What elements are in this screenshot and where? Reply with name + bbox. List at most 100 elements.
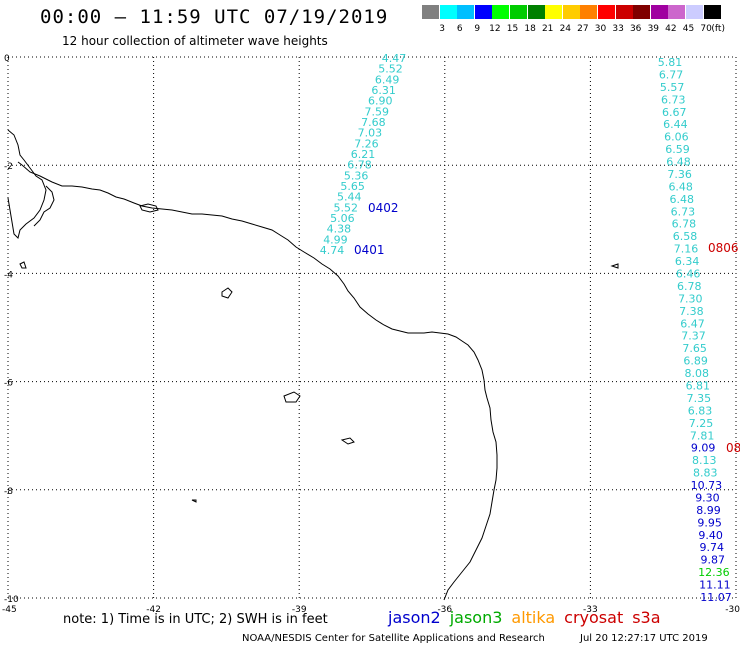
color-scale-label: 21 [541,24,554,34]
wave-height-value: 6.73 [671,205,696,218]
wave-height-value: 9.95 [697,516,722,529]
wave-height-value: 6.44 [663,118,688,131]
wave-height-value: 4.99 [323,233,348,246]
wave-height-value: 7.65 [682,342,707,355]
color-scale-label: 27 [577,24,589,34]
x-tick-label: -45 [2,605,17,615]
color-scale-label: 24 [559,24,572,34]
wave-height-value: 8.08 [684,367,709,380]
color-swatch [668,5,686,19]
wave-height-value: 8.99 [696,504,721,517]
color-scale-label: 6 [456,24,463,34]
wave-height-value: 6.81 [686,379,711,392]
y-tick-label: -8 [4,487,13,497]
wave-height-value: 6.47 [680,317,705,330]
y-tick-label: 0 [4,54,10,64]
wave-height-value: 6.06 [664,131,689,144]
wave-height-value: 4.74 [320,244,345,257]
coastline-inlet [33,185,55,227]
color-swatch [457,5,475,19]
wave-height-value: 9.30 [695,491,720,504]
wave-height-value: 4.47 [382,52,407,65]
wave-height-value: 8.83 [693,467,718,480]
island-6 [19,261,27,269]
color-scale-label: 33 [612,24,624,34]
color-swatch [650,5,668,19]
wave-height-value: 7.59 [365,105,390,118]
pass-time-label: 0402 [368,201,399,215]
wave-height-value: 5.36 [344,169,369,182]
wave-height-value: 8.13 [692,454,717,467]
wave-height-value: 6.48 [670,193,695,206]
wave-height-value: 7.81 [690,429,715,442]
footer-timestamp: Jul 20 12:27:17 UTC 2019 [580,633,708,644]
wave-height-value: 7.26 [354,137,379,150]
wave-height-value: 6.48 [668,180,693,193]
wave-height-value: 9.09 [691,442,716,455]
wave-height-value: 6.48 [666,156,691,169]
pass-time-label: 0806 [708,241,739,255]
wave-height-value: 7.25 [689,417,714,430]
island-2 [221,287,233,299]
wave-height-value: 6.67 [662,106,687,119]
wave-height-value: 6.77 [659,68,684,81]
color-scale-label: 15 [506,24,519,34]
altimeter-track-left: 4.475.526.496.316.907.597.687.037.266.21… [320,52,407,257]
wave-height-value: 6.78 [672,218,697,231]
wave-height-value: 6.21 [351,148,376,161]
color-swatch [686,5,703,19]
island-1 [139,203,159,213]
color-scale-label: 18 [524,24,536,34]
wave-height-value: 9.87 [701,554,726,567]
color-swatch [527,5,545,19]
color-scale-label: 39 [647,24,660,34]
legend-item-s3a: s3a [632,608,661,627]
wave-height-value: 5.65 [340,180,365,193]
wave-height-value: 6.89 [683,355,708,368]
x-tick-label: -36 [437,605,452,615]
wave-height-value: 4.38 [327,223,352,236]
wave-height-value: 6.46 [676,268,701,281]
wave-height-value: 6.83 [688,404,713,417]
wave-height-value: 6.34 [675,255,700,268]
y-tick-label: -2 [4,162,13,172]
color-swatch [545,5,563,19]
wave-height-value: 5.06 [330,212,355,225]
y-tick-labels: 0 -2 -4 -6 -8 -10 [4,54,19,605]
wave-height-value: 7.16 [674,243,699,256]
color-scale-label: 9 [474,24,481,34]
color-swatch [492,5,510,19]
color-scale-label: 30 [594,24,607,34]
wave-height-value: 5.44 [337,191,362,204]
wave-height-value: 6.78 [347,159,372,172]
color-scale-unit: (ft) [711,24,725,34]
color-swatch [598,5,615,19]
legend-item-jason3: jason3 [449,608,503,627]
wave-height-value: 6.78 [677,280,702,293]
wave-height-value: 10.73 [691,479,723,492]
x-tick-label: -42 [146,605,161,615]
pass-time-label: 0401 [354,243,385,257]
wave-height-value: 7.37 [681,330,706,343]
page-title: 00:00 – 11:59 UTC 07/19/2019 [40,6,389,28]
wave-height-value: 7.03 [358,127,383,140]
color-swatch [633,5,651,19]
coastline [7,129,619,601]
color-swatch [580,5,598,19]
wave-height-value: 6.31 [371,84,396,97]
island-7 [191,499,197,503]
wave-height-value: 6.73 [661,93,686,106]
color-swatch [615,5,633,19]
legend-item-jason2: jason2 [388,608,441,627]
island-3 [283,391,301,403]
color-swatch [510,5,527,19]
x-tick-label: -30 [725,605,740,615]
wave-height-value: 5.52 [378,63,403,76]
color-scale-label: 36 [629,24,642,34]
wave-height-value: 5.81 [658,56,683,69]
legend-item-altika: altika [511,608,556,627]
satellite-legend: jason2 jason3 altika cryosat s3a [388,608,670,627]
wave-height-value: 5.57 [660,81,685,94]
wave-height-value: 5.52 [334,201,359,214]
wave-height-value: 6.90 [368,95,393,108]
